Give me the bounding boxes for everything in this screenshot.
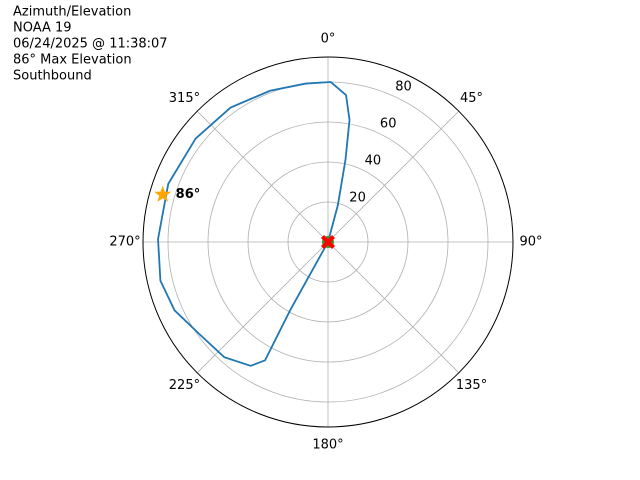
r-tick-label: 20 [349, 191, 366, 206]
grid-spoke [327, 241, 460, 374]
title-line: NOAA 19 [13, 21, 72, 36]
theta-tick-label: 270° [109, 235, 140, 250]
title-line: Southbound [13, 69, 92, 84]
title-line: Azimuth/Elevation [13, 5, 131, 20]
r-tick-label: 80 [395, 80, 412, 95]
title-line: 06/24/2025 @ 11:38:07 [13, 37, 168, 52]
r-tick-label: 40 [365, 154, 382, 169]
grid-spoke [196, 110, 329, 243]
theta-tick-label: 45° [460, 91, 483, 106]
end-marker [321, 235, 335, 249]
r-tick-label: 60 [380, 117, 397, 132]
theta-tick-label: 0° [321, 32, 336, 47]
theta-tick-label: 180° [312, 438, 343, 453]
theta-tick-label: 315° [169, 91, 200, 106]
grid-spoke [327, 110, 460, 243]
theta-tick-label: 90° [519, 235, 542, 250]
polar-frame [142, 56, 514, 428]
max-marker [154, 185, 172, 202]
grid-spoke [196, 241, 329, 374]
max-label: 86° [176, 187, 201, 202]
theta-tick-label: 135° [456, 378, 487, 393]
title-line: 86° Max Elevation [13, 53, 132, 68]
track-line [157, 81, 351, 367]
theta-tick-label: 225° [169, 378, 200, 393]
